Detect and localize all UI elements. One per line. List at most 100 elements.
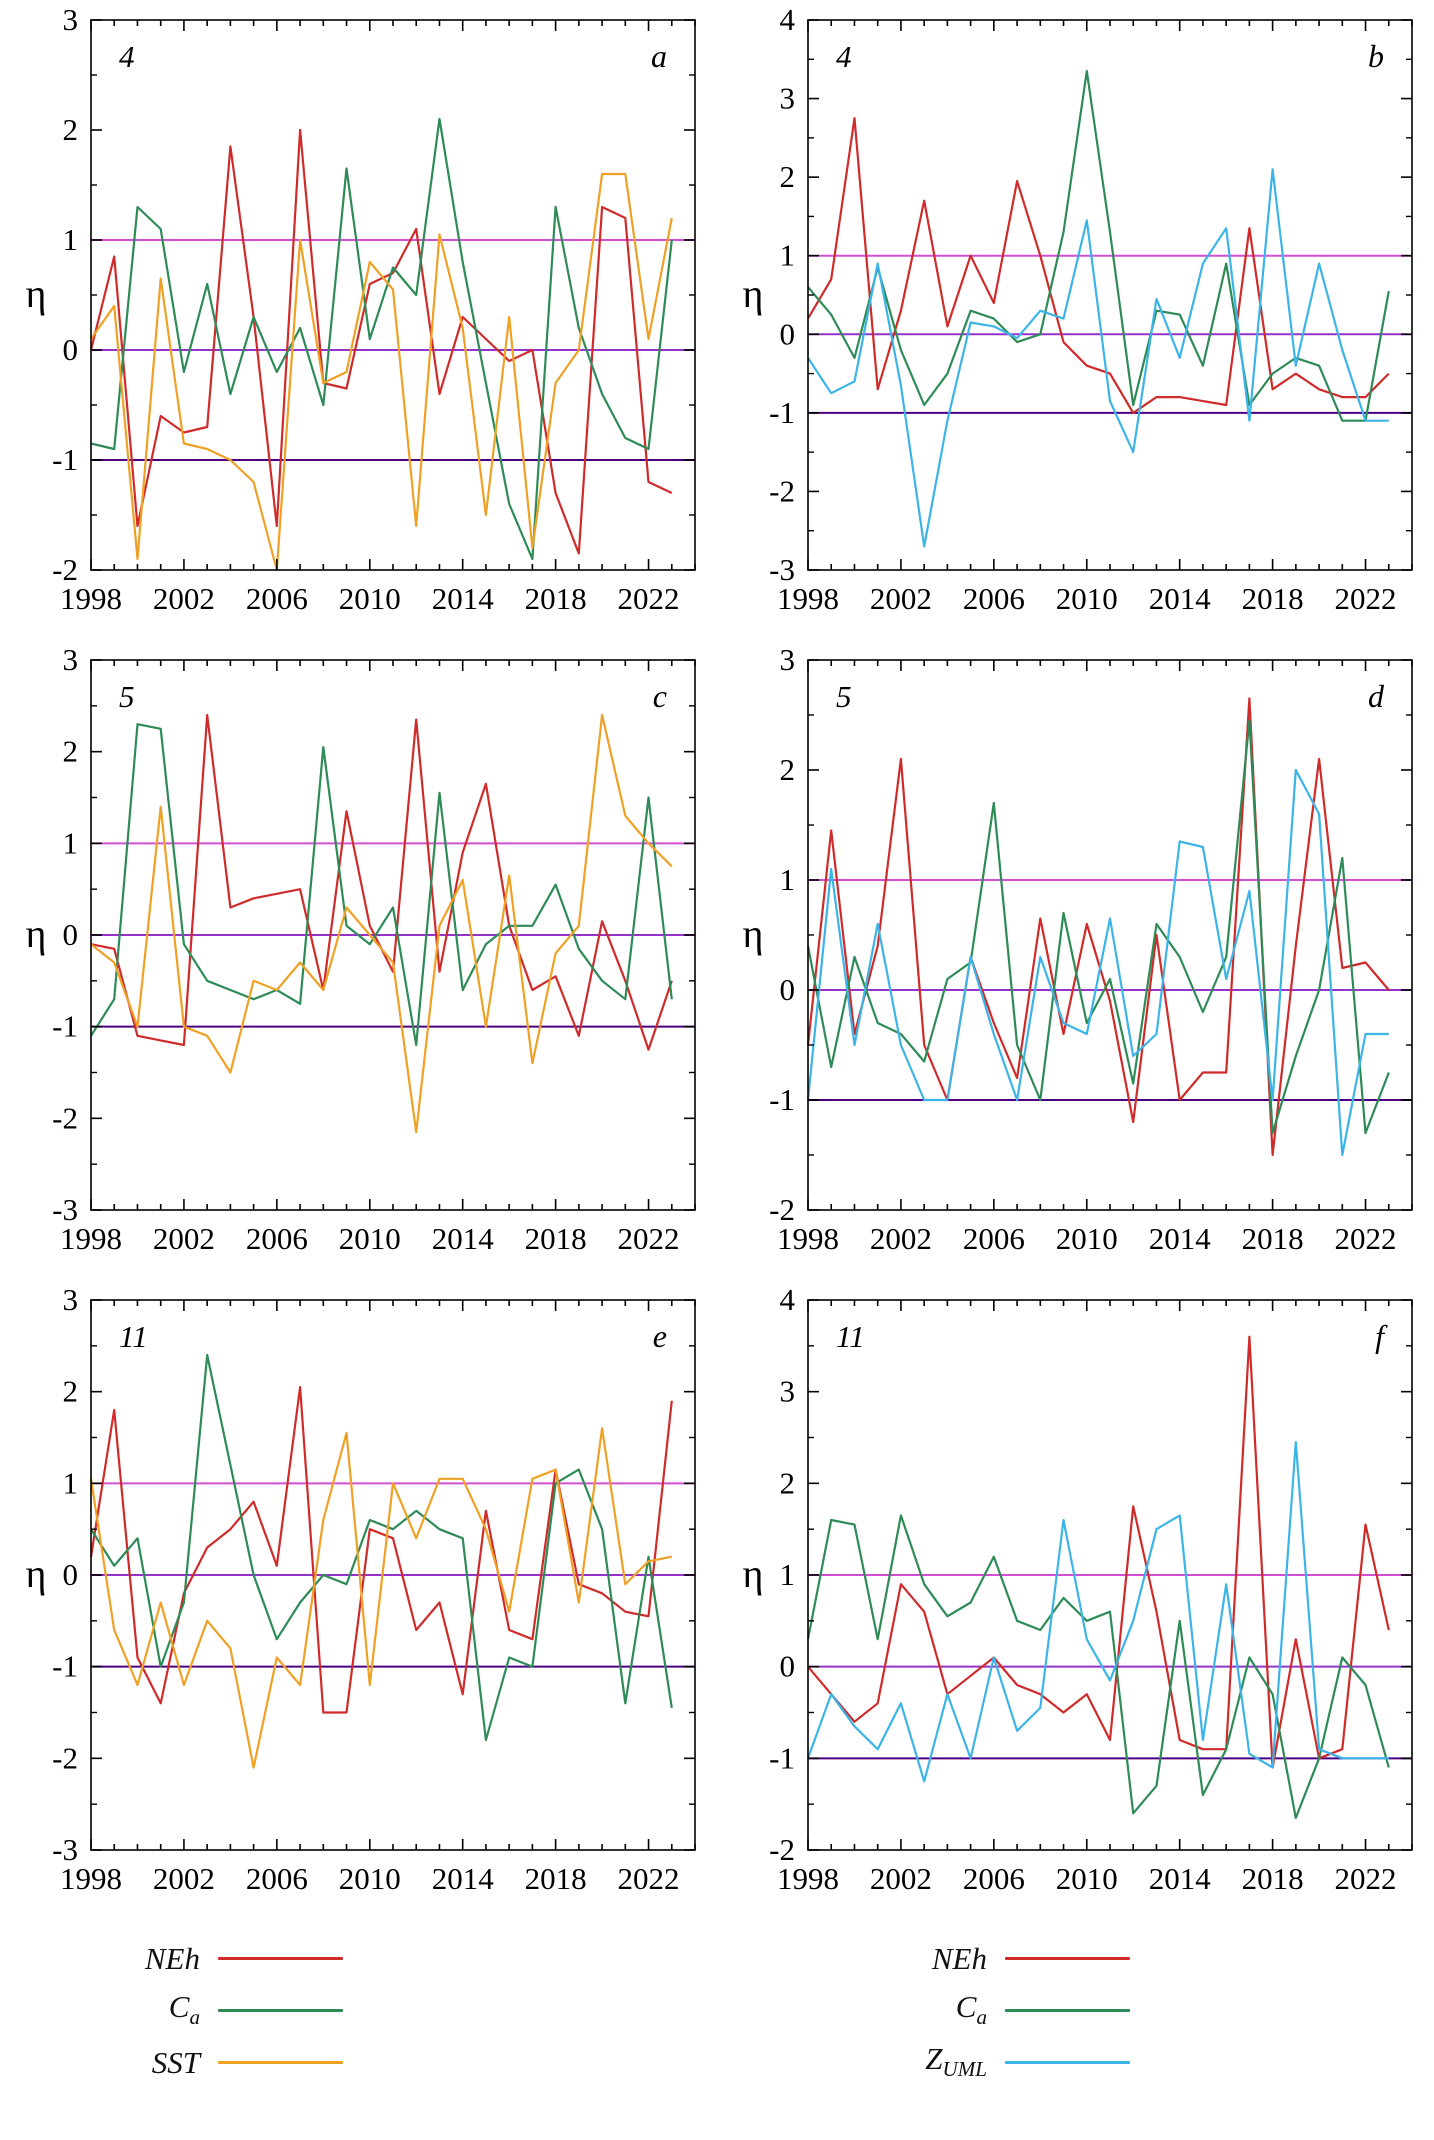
x-tick-label: 2002 <box>869 1861 931 1896</box>
chart-panel-c: 1998 2002 2006 2010 2014 2018 2022 -3 -2 -1 0 1 2 3 η 5… <box>25 646 696 1256</box>
legend-label: ZUML <box>925 2041 987 2082</box>
y-tick-label: 1 <box>779 1557 795 1592</box>
y-tick-label: 4 <box>779 1286 795 1317</box>
y-tick-label: -3 <box>769 552 795 587</box>
y-tick-label: 2 <box>62 112 78 147</box>
legend-color-line <box>1005 2008 1130 2012</box>
series-Ca-line <box>90 117 673 561</box>
x-tick-label: 2018 <box>1241 1861 1303 1896</box>
y-tick-label: 2 <box>62 1374 78 1409</box>
y-tick-label: 4 <box>779 6 795 37</box>
y-tick-label: 2 <box>779 1465 795 1500</box>
y-tick-label: 0 <box>779 1649 795 1684</box>
legend-right: NEh Ca ZUML <box>892 1936 1434 2084</box>
y-tick-label: 3 <box>779 646 795 677</box>
y-tick-label: -1 <box>769 395 795 430</box>
series-Ca-line <box>89 723 673 1047</box>
y-tick-label: -3 <box>52 1192 78 1227</box>
x-tick-label: 2014 <box>431 581 494 616</box>
series-Ca-line <box>806 1514 1390 1820</box>
panel-f: 1998 2002 2006 2010 2014 2018 2022 -2 -1 0 1 2 3 4 η 11… <box>717 1286 1434 1926</box>
y-tick-label: -2 <box>769 1192 795 1227</box>
x-tick-label: 2018 <box>524 1861 586 1896</box>
legend-col-right: NEh Ca ZUML <box>717 1936 1434 2084</box>
y-tick-label: 2 <box>779 159 795 194</box>
x-tick-label: 2002 <box>152 1861 214 1896</box>
x-tick-label: 2010 <box>338 581 400 616</box>
panel-a: 1998 2002 2006 2010 2014 2018 2022 -2 -1 0 1 2 3 η 4 a <box>0 6 717 646</box>
panel-letter-label: f <box>1375 1318 1388 1354</box>
x-tick-label: 2010 <box>1055 1861 1117 1896</box>
panel-number-label: 11 <box>836 1319 865 1354</box>
y-axis-label: η <box>25 911 46 956</box>
x-tick-label: 2006 <box>962 1221 1024 1256</box>
panel-letter-label: c <box>652 678 666 714</box>
panel-letter-label: a <box>651 38 667 74</box>
x-tick-label: 2022 <box>1334 1861 1396 1896</box>
y-tick-label: 0 <box>779 316 795 351</box>
x-tick-label: 2022 <box>617 581 679 616</box>
y-tick-label: -1 <box>52 442 78 477</box>
panel-letter-label: d <box>1368 678 1385 714</box>
legend-color-line <box>1005 1956 1130 1960</box>
chart-panel-a: 1998 2002 2006 2010 2014 2018 2022 -2 -1 0 1 2 3 η 4 a <box>25 6 696 616</box>
x-tick-label: 1998 <box>777 1221 839 1256</box>
x-tick-label: 1998 <box>60 581 122 616</box>
x-tick-label: 2002 <box>869 1221 931 1256</box>
x-tick-label: 2006 <box>245 1861 307 1896</box>
x-tick-label: 2010 <box>1055 581 1117 616</box>
y-axis-label: η <box>25 1551 46 1596</box>
chart-panel-b: 1998 2002 2006 2010 2014 2018 2022 -3 -2 -1 0 1 2 3 4 η… <box>742 6 1413 616</box>
legend-left: NEh Ca SST <box>105 1936 717 2084</box>
y-axis-label: η <box>742 911 763 956</box>
series-SST-line <box>89 1427 672 1769</box>
x-tick-label: 2018 <box>1241 1221 1303 1256</box>
series-NEh-line <box>806 697 1390 1157</box>
y-axis-label: η <box>742 271 763 316</box>
x-tick-label: 2006 <box>962 1861 1024 1896</box>
panel-letter-label: b <box>1368 38 1384 74</box>
x-tick-label: 2010 <box>338 1221 400 1256</box>
legends: NEh Ca SST NEh Ca ZUML <box>0 1936 1434 2084</box>
y-tick-label: -3 <box>52 1832 78 1867</box>
panel-number-label: 5 <box>119 679 135 714</box>
series-NEh-line <box>89 128 672 555</box>
x-tick-label: 2006 <box>962 581 1024 616</box>
y-tick-label: 0 <box>62 1557 78 1592</box>
series-Ca-line <box>89 1353 673 1742</box>
chart-panel-e: 1998 2002 2006 2010 2014 2018 2022 -3 -2 -1 0 1 2 3 η 1… <box>25 1286 696 1896</box>
x-tick-label: 2006 <box>245 1221 307 1256</box>
x-tick-label: 2022 <box>617 1861 679 1896</box>
x-tick-label: 2014 <box>431 1221 494 1256</box>
series-ZUML-line <box>806 168 1389 548</box>
y-tick-label: -1 <box>769 1740 795 1775</box>
legend-item-Ca: Ca <box>892 1988 1434 2032</box>
y-axis-label: η <box>25 271 46 316</box>
panel-c: 1998 2002 2006 2010 2014 2018 2022 -3 -2 -1 0 1 2 3 η 5… <box>0 646 717 1286</box>
series-NEh-line <box>89 1385 673 1714</box>
panel-number-label: 4 <box>119 39 135 74</box>
y-tick-label: -2 <box>52 552 78 587</box>
y-tick-label: 1 <box>62 1465 78 1500</box>
x-tick-label: 2014 <box>1148 1221 1211 1256</box>
x-tick-label: 2018 <box>524 581 586 616</box>
y-tick-label: 0 <box>779 972 795 1007</box>
panel-letter-label: e <box>652 1318 666 1354</box>
x-tick-label: 2006 <box>245 581 307 616</box>
x-tick-label: 2010 <box>1055 1221 1117 1256</box>
legend-label: NEh <box>144 1940 200 1976</box>
y-axis-label: η <box>742 1551 763 1596</box>
y-tick-label: 3 <box>779 81 795 116</box>
y-tick-label: 2 <box>62 734 78 769</box>
y-tick-label: -1 <box>52 1009 78 1044</box>
chart-panel-f: 1998 2002 2006 2010 2014 2018 2022 -2 -1 0 1 2 3 4 η 11… <box>742 1286 1413 1896</box>
x-tick-label: 2022 <box>1334 581 1396 616</box>
panel-number-label: 5 <box>836 679 852 714</box>
x-tick-label: 2002 <box>869 581 931 616</box>
x-tick-label: 2014 <box>1148 581 1211 616</box>
panel-d: 1998 2002 2006 2010 2014 2018 2022 -2 -1 0 1 2 3 η 5 d <box>717 646 1434 1286</box>
y-tick-label: 1 <box>779 238 795 273</box>
series-SST-line <box>89 172 673 572</box>
panel-number-label: 4 <box>836 39 852 74</box>
